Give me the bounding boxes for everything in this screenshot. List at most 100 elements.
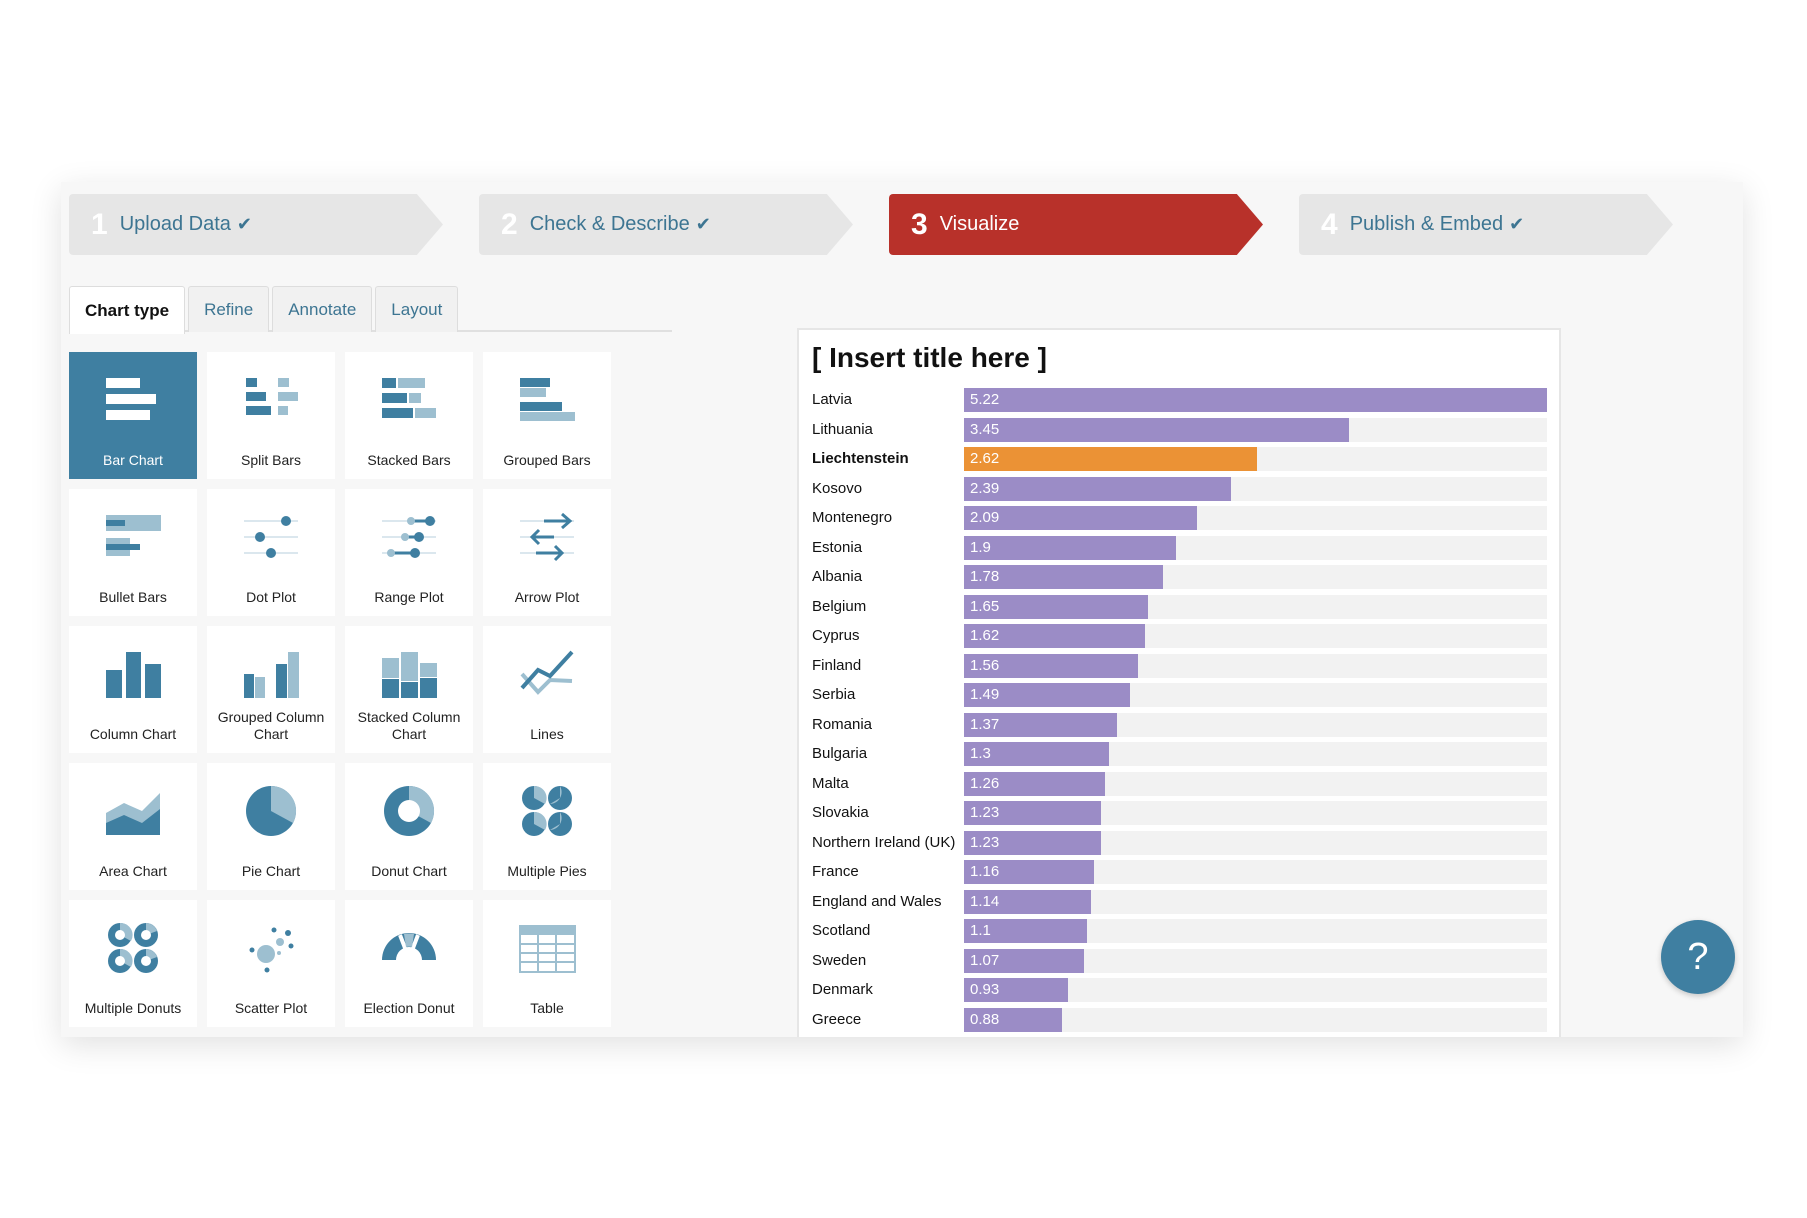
chart-type-pie-chart[interactable]: Pie Chart (207, 763, 335, 890)
bar-label: Greece (812, 1010, 862, 1028)
bar-row: Denmark 0.93 (812, 978, 1552, 1002)
bar-label: Denmark (812, 981, 873, 998)
chart-type-grouped-column-chart[interactable]: Grouped Column Chart (207, 626, 335, 753)
chart-type-area-chart[interactable]: Area Chart (69, 763, 197, 890)
bar-row: Northern Ireland (UK) 1.23 (812, 830, 1552, 855)
bar (964, 624, 1145, 648)
bar-value: 1.65 (970, 597, 1000, 615)
chart-type-bar-chart[interactable]: Bar Chart (69, 352, 197, 479)
bar-value: 1.49 (970, 686, 1000, 703)
split-chart-icon (246, 378, 298, 415)
step-arrow-shape (479, 194, 853, 255)
chart-type-dot-plot[interactable]: Dot Plot (207, 489, 335, 616)
range-chart-icon (382, 516, 436, 558)
chart-title[interactable]: [ Insert title here ] (812, 342, 1047, 373)
editor-card: 1 Upload Data ✔ 2 Check & Describe ✔ 3 Vis… (61, 182, 1743, 1037)
chart-type-arrow-plot[interactable]: Arrow Plot (483, 489, 611, 616)
bar (964, 830, 1102, 855)
step-1[interactable]: 1 Upload Data ✔ (69, 194, 443, 255)
bullet-chart-icon (106, 515, 161, 556)
chart-type-split-bars[interactable]: Split Bars (207, 352, 335, 479)
election-chart-icon (382, 933, 436, 960)
chart-type-label: Election Donut (363, 1000, 455, 1016)
chart-type-range-plot[interactable]: Range Plot (345, 489, 473, 616)
chart-type-stacked-column-chart[interactable]: Stacked Column Chart (345, 626, 473, 753)
table-chart-icon (519, 925, 576, 973)
chart-type-grouped-bars[interactable]: Grouped Bars (483, 352, 611, 479)
bar-label: Serbia (812, 686, 856, 703)
bar-track: 1.23 (964, 801, 1547, 825)
chart-type-label: Bar Chart (103, 452, 163, 468)
bar (964, 565, 1163, 589)
bar-track: 1.49 (964, 683, 1547, 707)
bar-track: 5.22 (964, 388, 1547, 412)
chart-type-multiple-pies[interactable]: Multiple Pies (483, 763, 611, 890)
step-number: 2 (501, 207, 518, 241)
bar-value: 2.09 (970, 509, 1000, 526)
chart-type-label: Stacked Column Chart (357, 709, 461, 742)
chart-type-multiple-donuts[interactable]: Multiple Donuts (69, 900, 197, 1027)
chart-type-lines[interactable]: Lines (483, 626, 611, 753)
bar (964, 594, 1149, 619)
bar-value: 0.93 (970, 981, 1000, 998)
step-label: Check & Describe (529, 213, 690, 235)
chart-type-label: Donut Chart (371, 863, 447, 879)
dot-chart-icon (244, 516, 298, 558)
bar-label: Albania (812, 568, 863, 585)
bar-label: Malta (812, 774, 849, 792)
bar (964, 447, 1257, 471)
bar-row: Liechtenstein 2.62 (812, 447, 1552, 471)
chart-type-label: Split Bars (241, 452, 301, 468)
chart-type-label: Table (530, 1000, 564, 1016)
bar-label: Estonia (812, 538, 863, 556)
bar-track: 2.62 (964, 447, 1547, 471)
bar-label: Scotland (812, 922, 871, 939)
chart-type-column-chart[interactable]: Column Chart (69, 626, 197, 753)
bar (964, 771, 1105, 796)
tab-annotate[interactable]: Annotate (272, 286, 373, 332)
bar-label: Sweden (812, 951, 867, 969)
chart-type-bullet-bars[interactable]: Bullet Bars (69, 489, 197, 616)
step-4[interactable]: 4 Publish & Embed ✔ (1299, 194, 1673, 255)
step-arrow-shape (889, 194, 1263, 255)
chart-type-label: Grouped Column Chart (217, 709, 325, 742)
scolumn-chart-icon (382, 652, 437, 698)
bar-label: Belgium (812, 597, 867, 615)
help-button[interactable]: ? (1661, 920, 1735, 994)
bar (964, 683, 1131, 707)
tab-layout[interactable]: Layout (375, 286, 459, 332)
chart-type-election-donut[interactable]: Election Donut (345, 900, 473, 1027)
bar-row: Belgium 1.65 (812, 594, 1552, 619)
bar-value: 2.62 (970, 450, 1000, 467)
step-label: Publish & Embed (1349, 213, 1504, 235)
bar-value: 0.88 (970, 1010, 1000, 1028)
bar-label: Cyprus (812, 627, 860, 644)
check-icon: ✔ (236, 214, 252, 234)
step-3[interactable]: 3 Visualize (889, 194, 1263, 255)
bar (964, 948, 1084, 973)
bar-row: Greece 0.88 (812, 1007, 1552, 1032)
bar-label: Latvia (812, 391, 853, 408)
bar-track: 1.26 (964, 771, 1547, 796)
bar-row: Bulgaria 1.3 (812, 742, 1552, 766)
question-icon: ? (1687, 935, 1709, 978)
bar-row: Sweden 1.07 (812, 948, 1552, 973)
bar-label: Bulgaria (812, 745, 868, 762)
step-2[interactable]: 2 Check & Describe ✔ (479, 194, 853, 255)
bar (964, 860, 1094, 884)
grouped-chart-icon (520, 378, 575, 421)
chart-type-label: Multiple Pies (507, 863, 587, 879)
step-number: 3 (911, 207, 928, 241)
tab-chart-type[interactable]: Chart type (69, 286, 186, 334)
chart-type-table[interactable]: Table (483, 900, 611, 1027)
chart-type-donut-chart[interactable]: Donut Chart (345, 763, 473, 890)
bar-row: Montenegro 2.09 (812, 506, 1552, 530)
bar-row: Estonia 1.9 (812, 535, 1552, 560)
mpies-chart-icon (522, 785, 572, 836)
chart-type-stacked-bars[interactable]: Stacked Bars (345, 352, 473, 479)
bar-label: Finland (812, 656, 862, 674)
tab-refine[interactable]: Refine (188, 286, 270, 332)
bar-value: 1.14 (970, 892, 1000, 910)
chart-type-label: Column Chart (89, 726, 177, 742)
chart-type-scatter-plot[interactable]: Scatter Plot (207, 900, 335, 1027)
